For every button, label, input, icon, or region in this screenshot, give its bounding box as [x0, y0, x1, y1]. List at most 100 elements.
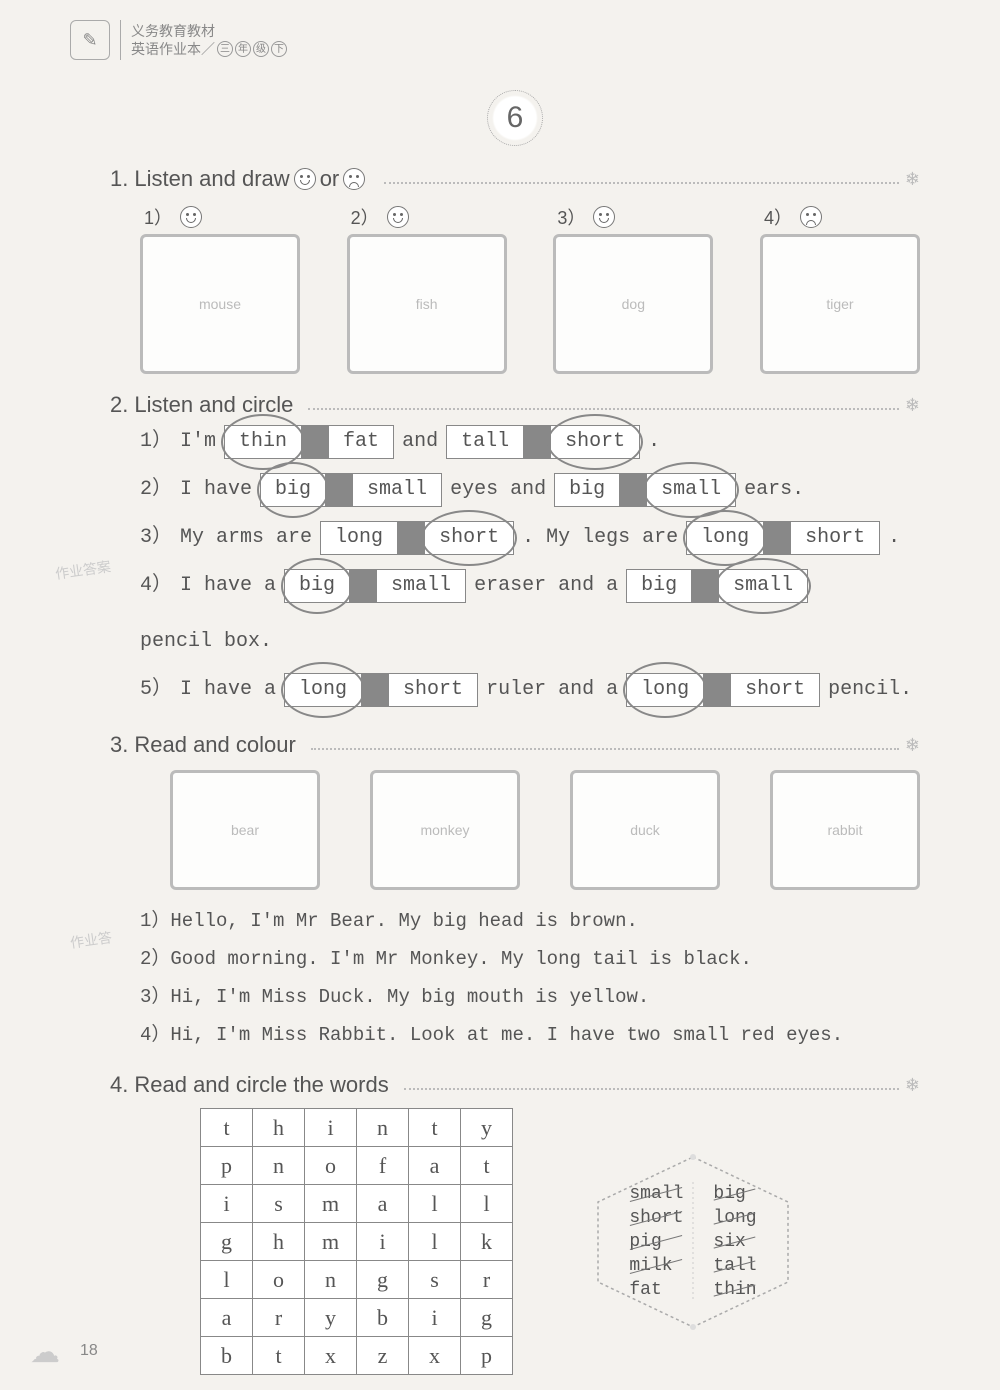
- word-bank-right: biglongsixtallthin: [713, 1184, 756, 1300]
- happy-face-icon: [387, 206, 409, 228]
- grid-cell: t: [409, 1109, 461, 1147]
- header-text: 义务教育教材 英语作业本／ 三 年 级 下: [131, 22, 287, 58]
- grid-cell: n: [253, 1147, 305, 1185]
- section-3-images: bearmonkeyduckrabbit: [110, 770, 920, 890]
- grid-cell: x: [409, 1337, 461, 1375]
- illustration-box: monkey: [370, 770, 520, 890]
- grid-cell: y: [461, 1109, 513, 1147]
- grid-cell: y: [305, 1299, 357, 1337]
- grid-cell: a: [409, 1147, 461, 1185]
- sentence: 3）Hi, I'm Miss Duck. My big mouth is yel…: [140, 978, 920, 1016]
- choice-box: longshort: [320, 521, 514, 555]
- page-header: ✎ 义务教育教材 英语作业本／ 三 年 级 下: [70, 20, 950, 60]
- divider: [120, 20, 121, 60]
- wordbank-word: thin: [713, 1280, 756, 1300]
- section-4-content: thintypnofatismallghmilklongsrarybigbtxz…: [110, 1108, 920, 1375]
- section-4: 4. Read and circle the words ❄ thintypno…: [110, 1072, 920, 1375]
- wordbank-word: milk: [629, 1256, 683, 1276]
- choice-box: tallshort: [446, 425, 640, 459]
- grid-cell: t: [461, 1147, 513, 1185]
- illustration-box: dog: [553, 234, 713, 374]
- header-line1: 义务教育教材: [131, 22, 287, 40]
- footer-decoration: ☁: [30, 1335, 60, 1370]
- choice-box: longshort: [686, 521, 880, 555]
- grid-cell: a: [357, 1185, 409, 1223]
- grid-cell: m: [305, 1223, 357, 1261]
- grid-cell: i: [305, 1109, 357, 1147]
- grid-cell: i: [201, 1185, 253, 1223]
- wordbank-word: long: [713, 1208, 756, 1228]
- illustration-box: tiger: [760, 234, 920, 374]
- grid-cell: k: [461, 1223, 513, 1261]
- grid-cell: h: [253, 1109, 305, 1147]
- wordbank-word: big: [713, 1184, 756, 1204]
- wordbank-word: pig: [629, 1232, 683, 1252]
- grid-cell: o: [253, 1261, 305, 1299]
- grid-cell: l: [461, 1185, 513, 1223]
- grid-cell: s: [409, 1261, 461, 1299]
- choice-box: bigsmall: [554, 473, 736, 507]
- lesson-number-badge: 6: [487, 90, 543, 146]
- grid-cell: n: [305, 1261, 357, 1299]
- grid-cell: r: [461, 1261, 513, 1299]
- section-1-items: 1）mouse2）fish3）dog4）tiger: [110, 204, 920, 374]
- grid-cell: p: [201, 1147, 253, 1185]
- exercise-line: 2）I havebigsmalleyes andbigsmallears.: [140, 466, 920, 514]
- snowflake-icon: ❄: [905, 735, 920, 756]
- sad-face-icon: [800, 206, 822, 228]
- happy-face-icon: [593, 206, 615, 228]
- grid-cell: t: [253, 1337, 305, 1375]
- snowflake-icon: ❄: [905, 395, 920, 416]
- sentence: 4）Hi, I'm Miss Rabbit. Look at me. I hav…: [140, 1016, 920, 1054]
- grid-cell: l: [201, 1261, 253, 1299]
- dotted-line: [384, 174, 899, 184]
- grid-cell: m: [305, 1185, 357, 1223]
- choice-box: bigsmall: [260, 473, 442, 507]
- dotted-line: [308, 400, 899, 410]
- image-item: 1）mouse: [140, 204, 300, 374]
- word-bank: smallshortpigmilkfat biglongsixtallthin: [593, 1152, 793, 1332]
- choice-box: bigsmall: [626, 569, 808, 603]
- grid-cell: t: [201, 1109, 253, 1147]
- grid-cell: g: [201, 1223, 253, 1261]
- publisher-logo: ✎: [70, 20, 110, 60]
- happy-face-icon: [294, 168, 316, 190]
- exercise-line: 4）I have abigsmalleraser and abigsmallpe…: [140, 562, 920, 666]
- grid-cell: i: [409, 1299, 461, 1337]
- image-item: 3）dog: [553, 204, 713, 374]
- grid-cell: o: [305, 1147, 357, 1185]
- choice-box: longshort: [284, 673, 478, 707]
- snowflake-icon: ❄: [905, 1075, 920, 1096]
- snowflake-icon: ❄: [905, 169, 920, 190]
- grid-cell: l: [409, 1185, 461, 1223]
- illustration-box: fish: [347, 234, 507, 374]
- section-3-sentences: 1）Hello, I'm Mr Bear. My big head is bro…: [110, 902, 920, 1054]
- grid-cell: n: [357, 1109, 409, 1147]
- grid-cell: f: [357, 1147, 409, 1185]
- grid-cell: g: [357, 1261, 409, 1299]
- grid-cell: b: [357, 1299, 409, 1337]
- section-2-lines: 1）I'mthinfatandtallshort.2）I havebigsmal…: [110, 418, 920, 714]
- image-item: 4）tiger: [760, 204, 920, 374]
- section-3: 3. Read and colour ❄ bearmonkeyduckrabbi…: [110, 732, 920, 1054]
- section-1-title: 1. Listen and draw or ❄: [110, 166, 920, 192]
- wordbank-word: fat: [629, 1280, 683, 1300]
- header-line2: 英语作业本／ 三 年 级 下: [131, 40, 287, 58]
- illustration-box: mouse: [140, 234, 300, 374]
- choice-box: longshort: [626, 673, 820, 707]
- section-2: 2. Listen and circle ❄ 1）I'mthinfatandta…: [110, 392, 920, 714]
- grid-cell: g: [461, 1299, 513, 1337]
- word-bank-left: smallshortpigmilkfat: [629, 1184, 683, 1300]
- sentence: 2）Good morning. I'm Mr Monkey. My long t…: [140, 940, 920, 978]
- illustration-box: bear: [170, 770, 320, 890]
- section-2-title: 2. Listen and circle ❄: [110, 392, 920, 418]
- word-bank-columns: smallshortpigmilkfat biglongsixtallthin: [629, 1184, 756, 1300]
- wordbank-word: tall: [713, 1256, 756, 1276]
- grid-cell: b: [201, 1337, 253, 1375]
- content: 6 1. Listen and draw or ❄ 1）mouse2）fish3…: [70, 90, 950, 1375]
- choice-box: thinfat: [224, 425, 394, 459]
- wordbank-word: short: [629, 1208, 683, 1228]
- dotted-line: [404, 1080, 899, 1090]
- grid-cell: s: [253, 1185, 305, 1223]
- section-4-title: 4. Read and circle the words ❄: [110, 1072, 920, 1098]
